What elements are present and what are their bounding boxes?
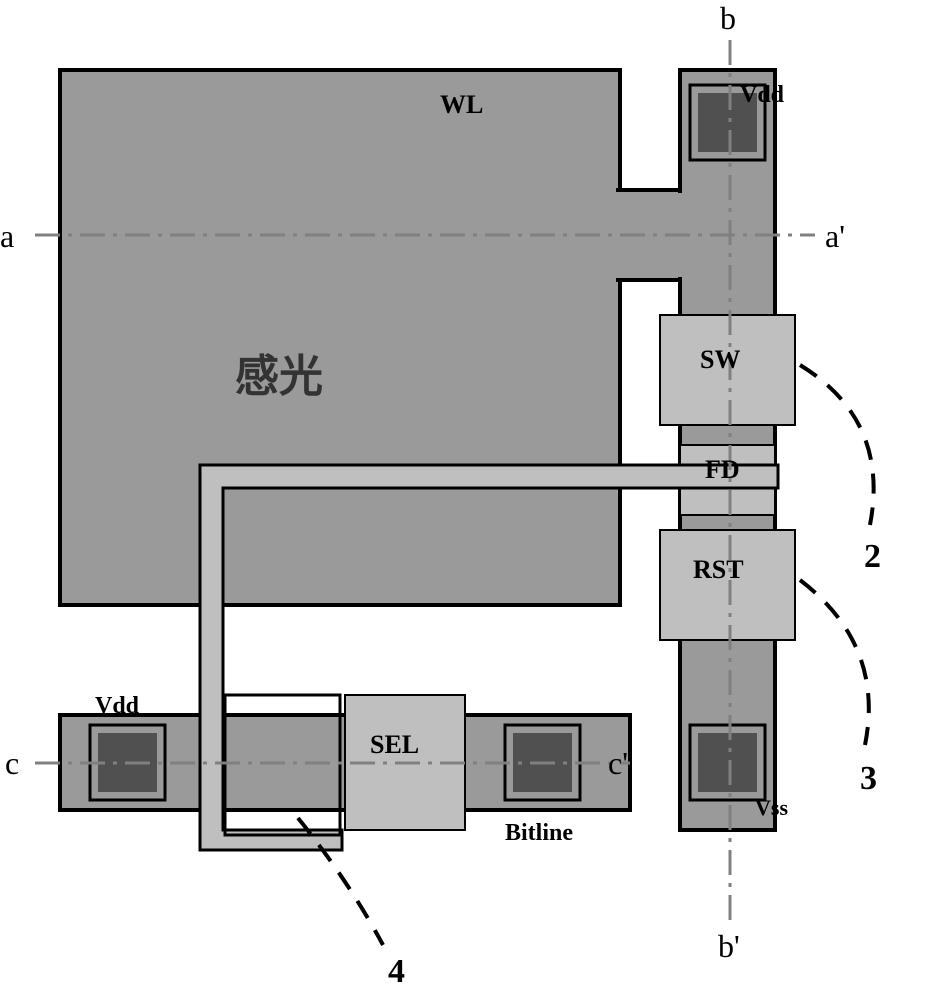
bottom-horizontal-strip [60,715,630,810]
fd-label: FD [705,455,740,485]
vdd-top-label: Vdd [740,82,784,109]
vdd-contact-left-outer [90,725,165,800]
right-vertical-strip [680,70,775,830]
sw-label: SW [700,345,740,375]
sel-block [345,695,465,830]
connector-block [616,190,684,280]
fd-wire [200,465,778,850]
callout-4-label: 4 [388,953,405,991]
c-prime-label: c' [608,745,628,782]
bitline-contact-outer [505,725,580,800]
wl-label: WL [440,90,483,120]
callout-4-curve [298,818,383,945]
c-label: c [5,745,19,782]
vdd-left-label: Vdd [95,693,139,720]
a-label: a [0,218,14,255]
vss-label: Vss [755,795,788,821]
photosensitive-region [60,70,620,605]
callout-3-curve [800,580,869,745]
diagram-svg [0,0,926,1000]
vss-contact-bottom [698,733,757,792]
vss-contact-bottom-outer [690,725,765,800]
sel-label: SEL [370,730,419,760]
callout-2-label: 2 [864,538,881,576]
callout-2-curve [800,365,874,525]
bitline-label: Bitline [505,820,573,847]
rst-label: RST [693,555,744,585]
photosensitive-label: 感光 [235,340,323,404]
a-prime-label: a' [825,218,845,255]
diagram-canvas: WL Vdd 感光 SW FD RST Vdd SEL Bitline Vss … [0,0,926,1000]
sf-gate-box [225,695,340,835]
b-prime-label: b' [718,928,740,965]
rst-block [660,530,795,640]
bitline-contact [513,733,572,792]
b-label: b [720,0,736,37]
vdd-contact-left [98,733,157,792]
callout-3-label: 3 [860,760,877,798]
